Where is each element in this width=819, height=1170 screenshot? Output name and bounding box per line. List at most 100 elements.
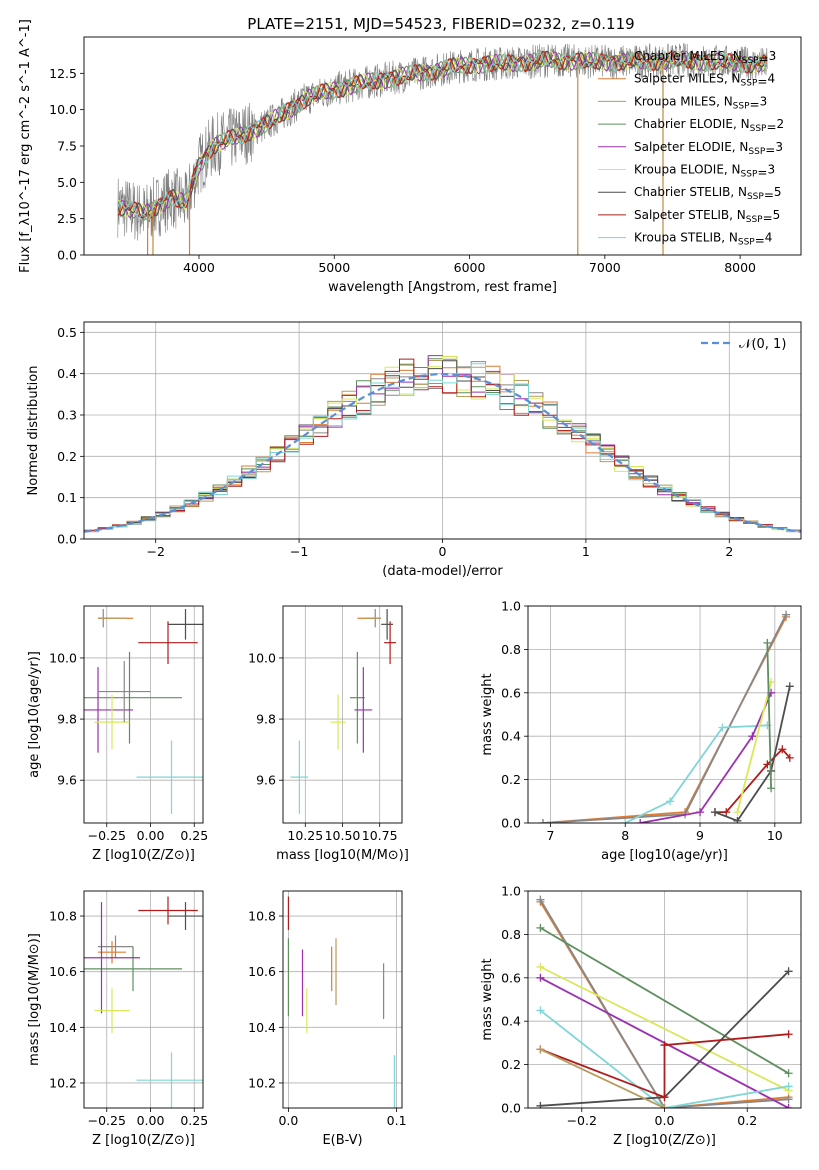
data-point-marker (536, 1006, 545, 1015)
legend-model-name: Salpeter MILES (634, 72, 724, 86)
x-tick-label: 10.75 (362, 828, 398, 843)
data-point-marker (784, 1082, 793, 1091)
data-point-marker (763, 638, 772, 647)
legend-nssp-value: 3 (767, 163, 775, 177)
axes-frame (83, 321, 802, 540)
mass-weight-line (736, 681, 772, 813)
y-tick-label: 10.0 (49, 102, 77, 117)
y-tick-label: 9.8 (256, 712, 276, 727)
legend-nssp-value: 3 (775, 140, 783, 154)
mass-weight-line (540, 1033, 789, 1099)
legend-nssp-value: 5 (774, 185, 782, 199)
y-tick-label: 9.6 (256, 773, 276, 788)
plot-area (84, 355, 801, 534)
y-tick-label: 10.0 (248, 650, 276, 665)
plot-area (84, 609, 203, 814)
legend-equals: = (766, 120, 776, 134)
y-tick-label: 0.0 (501, 816, 521, 831)
legend-equals: = (755, 234, 765, 248)
x-tick-label: −2 (146, 544, 164, 559)
x-tick-label: 7 (546, 828, 554, 843)
y-tick-label: 10.0 (49, 650, 77, 665)
data-point-marker (767, 784, 776, 793)
y-tick-label: 2.5 (57, 211, 77, 226)
y-tick-label: 10.4 (49, 1020, 77, 1035)
mass-vs-metallicity-panel: −0.25 0.00 0.25 10.2 10.4 10.6 10.8 Z [log10(Z/… (27, 890, 208, 1148)
data-point-marker (784, 1104, 793, 1108)
x-tick-label: 7000 (589, 260, 621, 275)
y-tick-label: 0.2 (501, 772, 521, 787)
figure-title: PLATE=2151, MJD=54523, FIBERID=0232, z=0… (247, 15, 634, 33)
y-tick-label: 10.8 (248, 909, 276, 924)
data-point-marker (536, 895, 545, 904)
data-point-marker (784, 967, 793, 976)
model-spectrum (117, 50, 768, 219)
data-point-marker (621, 819, 630, 823)
legend-nssp-subscript: SSP (742, 56, 759, 66)
data-point-marker (536, 1045, 545, 1054)
legend-label: Kroupa ELODIE, NSSP=3 (634, 163, 775, 180)
mass-weight-line (539, 927, 790, 1075)
plot-area (290, 609, 397, 814)
spectrum-panel: 4000 5000 6000 7000 8000 0.0 2.5 5.0 7.5 10.0 12.5… (18, 19, 802, 295)
x-axis-label: Z [log10(Z/Z⊙)] (613, 1133, 716, 1148)
y-axis-label: mass weight (480, 958, 495, 1040)
x-tick-label: 0.00 (137, 1113, 165, 1128)
legend-nssp-prefix: , N (729, 208, 746, 222)
mass-weight-line (540, 1048, 665, 1108)
y-tick-label: 9.8 (57, 712, 77, 727)
x-tick-label: 6000 (454, 260, 486, 275)
y-tick-label: 0.8 (501, 927, 521, 942)
legend-equals: = (757, 166, 767, 180)
y-tick-label: 0.0 (57, 248, 77, 263)
data-point-marker (710, 808, 719, 817)
x-tick-label: 4000 (183, 260, 215, 275)
legend-nssp-value: 4 (767, 72, 775, 86)
mass-weight-line (539, 966, 790, 1092)
legend-nssp-prefix: , N (725, 49, 742, 63)
legend-nssp-prefix: , N (721, 231, 738, 245)
model-spectrum (117, 50, 768, 218)
y-tick-label: 0.0 (57, 532, 77, 547)
plot-area (536, 895, 793, 1108)
legend-model-name: Chabrier MILES (634, 49, 725, 63)
legend-label: Chabrier STELIB, NSSP=5 (634, 185, 782, 202)
data-point-marker (696, 808, 705, 817)
data-point-marker (778, 745, 787, 754)
legend-nssp-prefix: , N (724, 163, 741, 177)
data-point-marker (718, 723, 727, 732)
x-tick-label: 2 (725, 544, 733, 559)
legend-nssp-subscript: SSP (746, 215, 763, 225)
legend-model-name: Chabrier ELODIE (634, 117, 733, 131)
legend-model-name: Kroupa ELODIE (634, 163, 724, 177)
x-tick-label: 0 (439, 544, 447, 559)
x-tick-label: 1 (582, 544, 590, 559)
y-tick-label: 0.2 (501, 1057, 521, 1072)
plot-area (117, 42, 768, 255)
data-point-marker (660, 1104, 669, 1108)
legend-equals: = (763, 211, 773, 225)
mass-weight-line (640, 692, 772, 823)
y-axis-label: Flux [f_λ10^-17 erg cm^-2 s^-1 A^-1] (18, 19, 33, 273)
x-tick-label: 10.25 (287, 828, 323, 843)
y-tick-label: 10.6 (49, 964, 77, 979)
legend-label: Chabrier ELODIE, NSSP=2 (634, 117, 784, 134)
legend-label: Chabrier MILES, NSSP=3 (634, 49, 776, 66)
legend-nssp-value: 3 (760, 94, 768, 108)
y-tick-label: 1.0 (501, 884, 521, 899)
y-tick-label: 0.4 (501, 1014, 521, 1029)
y-tick-label: 7.5 (57, 139, 77, 154)
legend-nssp-value: 3 (769, 49, 777, 63)
axes-frame (282, 890, 403, 1109)
y-tick-label: 10.4 (248, 1020, 276, 1035)
residual-histogram-panel: −2 −1 0 1 2 0.0 0.1 0.2 0.3 0.4 0.5 (data-model)/er… (26, 321, 802, 579)
legend-nssp-value: 2 (777, 117, 785, 131)
legend-model-name: Salpeter ELODIE (634, 140, 732, 154)
legend-nssp-value: 4 (765, 231, 773, 245)
data-point-marker (536, 1101, 545, 1108)
mass-weight-line (624, 724, 768, 823)
x-tick-label: 10 (767, 828, 783, 843)
plot-area (287, 896, 396, 1108)
legend-nssp-prefix: , N (716, 94, 733, 108)
x-tick-label: 0.00 (137, 828, 165, 843)
